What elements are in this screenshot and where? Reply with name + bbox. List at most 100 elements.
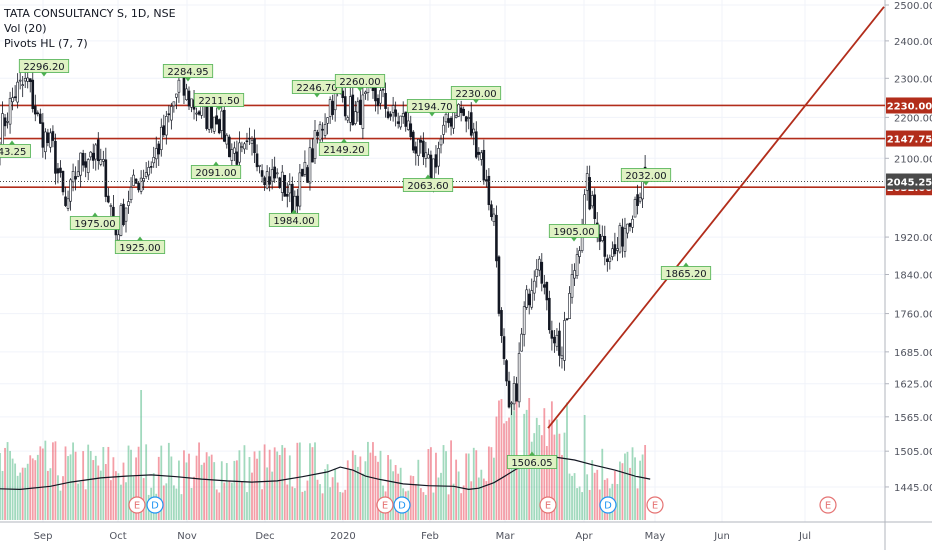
candle-body (23, 78, 27, 82)
time-axis[interactable]: Sep Oct Nov Dec 2020 Feb Mar Apr May Jun Jul (34, 531, 811, 542)
volume-bar (367, 441, 369, 520)
event-marker-letter: D (398, 501, 406, 512)
volume-indicator-label[interactable]: Vol (20) (4, 22, 47, 35)
volume-bar (629, 467, 631, 520)
candle-body (107, 195, 110, 203)
candle-body (351, 94, 355, 126)
pivot-pointer (291, 209, 297, 214)
candle-body (253, 138, 256, 154)
pivots-indicator-label[interactable]: Pivots HL (7, 7) (4, 37, 88, 50)
candle-body (464, 116, 468, 122)
volume-bar (120, 484, 122, 520)
volume-bar (183, 450, 185, 520)
volume-bar (326, 464, 329, 520)
time-tick-label: Mar (496, 531, 516, 542)
candle-body (381, 88, 385, 91)
candle-body (139, 177, 143, 192)
volume-bar (581, 492, 584, 520)
candle-body (165, 116, 168, 136)
event-marker-circle (646, 496, 664, 514)
trendline[interactable] (547, 6, 885, 429)
volume-bar (563, 432, 566, 520)
volume-bar (104, 464, 107, 520)
volume-bar (374, 455, 377, 520)
volume-bar (253, 451, 256, 520)
candle-body (8, 98, 12, 125)
candlesticks[interactable] (0, 64, 647, 415)
dividend-marker[interactable]: D (393, 496, 411, 514)
candle-body (154, 148, 158, 160)
earnings-marker[interactable]: E (376, 496, 394, 514)
volume-bar (601, 448, 604, 520)
candle-body (575, 254, 579, 276)
dividend-marker[interactable]: D (146, 496, 164, 514)
candle-body (71, 170, 75, 183)
volume-bar (462, 485, 465, 520)
earnings-marker[interactable]: E (128, 496, 146, 514)
volume-bar (304, 490, 306, 520)
candle-body (459, 107, 463, 114)
volume-bar (442, 445, 445, 520)
candle-body (442, 124, 445, 135)
pivot-label-text: 2149.20 (323, 145, 364, 156)
volume-bar (198, 442, 200, 520)
candle-body (417, 138, 420, 157)
candle-body (76, 171, 80, 177)
pivot-label-text: 2063.60 (407, 181, 448, 192)
symbol-title[interactable]: TATA CONSULTANCY S, 1D, NSE (4, 7, 176, 20)
candle-body (482, 149, 486, 181)
pivot-label-low: 1865.20 (660, 262, 712, 280)
earnings-marker[interactable]: E (539, 496, 557, 514)
candle-body (142, 178, 145, 182)
candle-body (467, 117, 471, 119)
pivot-label-low: 1975.00 (69, 212, 121, 230)
volume-bar (268, 449, 271, 520)
volume-bar (319, 484, 321, 520)
price-tick-label: 2400.00 (894, 37, 932, 48)
candle-body (275, 172, 279, 175)
volume-bar (465, 453, 468, 520)
time-tick-label: Dec (255, 531, 274, 542)
time-tick-label: 2020 (330, 531, 355, 542)
candle-body (81, 152, 85, 166)
volume-bar (49, 468, 52, 520)
candle-body (159, 126, 163, 150)
volume-bar (225, 463, 228, 520)
price-axis[interactable]: 2500.00 2400.00 2300.00 2200.00 2100.00 1920.… (885, 1, 932, 494)
candle-body (490, 204, 493, 218)
candle-body (359, 99, 362, 125)
volume-bar (41, 448, 44, 520)
candle-body (197, 111, 201, 115)
candle-body (99, 159, 103, 165)
dividend-marker[interactable]: D (599, 496, 617, 514)
volume-bar (419, 488, 422, 520)
candle-body (16, 81, 19, 103)
volume-bar (530, 441, 533, 520)
last-price-tag-bg (886, 173, 932, 190)
candle-body (384, 92, 387, 109)
candle-body (86, 159, 90, 173)
candle-body (565, 318, 569, 320)
volume-bar (364, 461, 367, 520)
candle-body (472, 128, 476, 134)
candle-body (560, 355, 564, 359)
volume-bar (540, 435, 543, 520)
candle-body (172, 101, 176, 107)
volume-bar (266, 467, 269, 520)
volume-bar (165, 483, 168, 520)
earnings-marker[interactable]: E (646, 496, 664, 514)
candle-body (109, 205, 113, 207)
candle-body (452, 112, 455, 129)
candle-body (328, 99, 332, 117)
volume-bar (372, 442, 374, 520)
volume-bar (460, 493, 463, 520)
volume-bar (188, 453, 190, 520)
earnings-marker[interactable]: E (819, 496, 837, 514)
volume-bar (46, 470, 49, 520)
volume-bar (29, 455, 32, 520)
candle-body (341, 90, 345, 98)
volume-bar (271, 471, 274, 520)
